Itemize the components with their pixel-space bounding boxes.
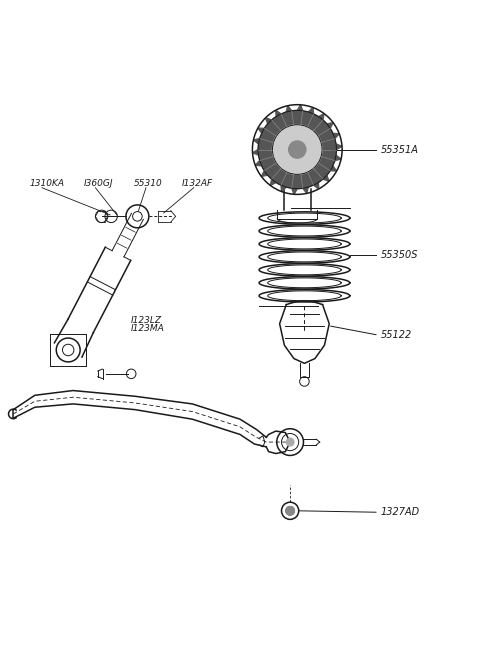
- Polygon shape: [261, 171, 268, 177]
- Polygon shape: [303, 187, 308, 193]
- Text: 55351A: 55351A: [381, 145, 419, 154]
- Polygon shape: [323, 175, 329, 181]
- Polygon shape: [336, 144, 342, 150]
- Circle shape: [258, 110, 336, 189]
- Circle shape: [273, 125, 322, 174]
- Text: 1310KA: 1310KA: [30, 179, 65, 188]
- Polygon shape: [281, 185, 286, 192]
- Polygon shape: [335, 155, 341, 160]
- Polygon shape: [313, 183, 319, 189]
- Text: 55310: 55310: [134, 179, 163, 188]
- Polygon shape: [253, 139, 260, 144]
- Text: I123MA: I123MA: [131, 325, 165, 333]
- Polygon shape: [330, 166, 336, 171]
- Circle shape: [286, 438, 294, 446]
- Text: I132AF: I132AF: [182, 179, 213, 188]
- Text: I123LZ: I123LZ: [131, 315, 162, 325]
- Polygon shape: [333, 133, 339, 139]
- Polygon shape: [327, 123, 333, 128]
- Polygon shape: [318, 114, 324, 120]
- Polygon shape: [258, 128, 264, 133]
- Circle shape: [288, 141, 306, 158]
- Polygon shape: [308, 108, 313, 114]
- Polygon shape: [297, 105, 303, 111]
- Text: 1327AD: 1327AD: [381, 507, 420, 517]
- Text: 55122: 55122: [381, 330, 412, 340]
- Text: 55350S: 55350S: [381, 250, 418, 260]
- Polygon shape: [255, 160, 262, 166]
- Polygon shape: [252, 150, 259, 155]
- Circle shape: [286, 507, 294, 515]
- Polygon shape: [292, 189, 297, 194]
- Polygon shape: [286, 106, 292, 112]
- Text: I360GJ: I360GJ: [84, 179, 113, 188]
- Polygon shape: [270, 179, 276, 185]
- Polygon shape: [265, 118, 272, 124]
- Polygon shape: [276, 110, 281, 117]
